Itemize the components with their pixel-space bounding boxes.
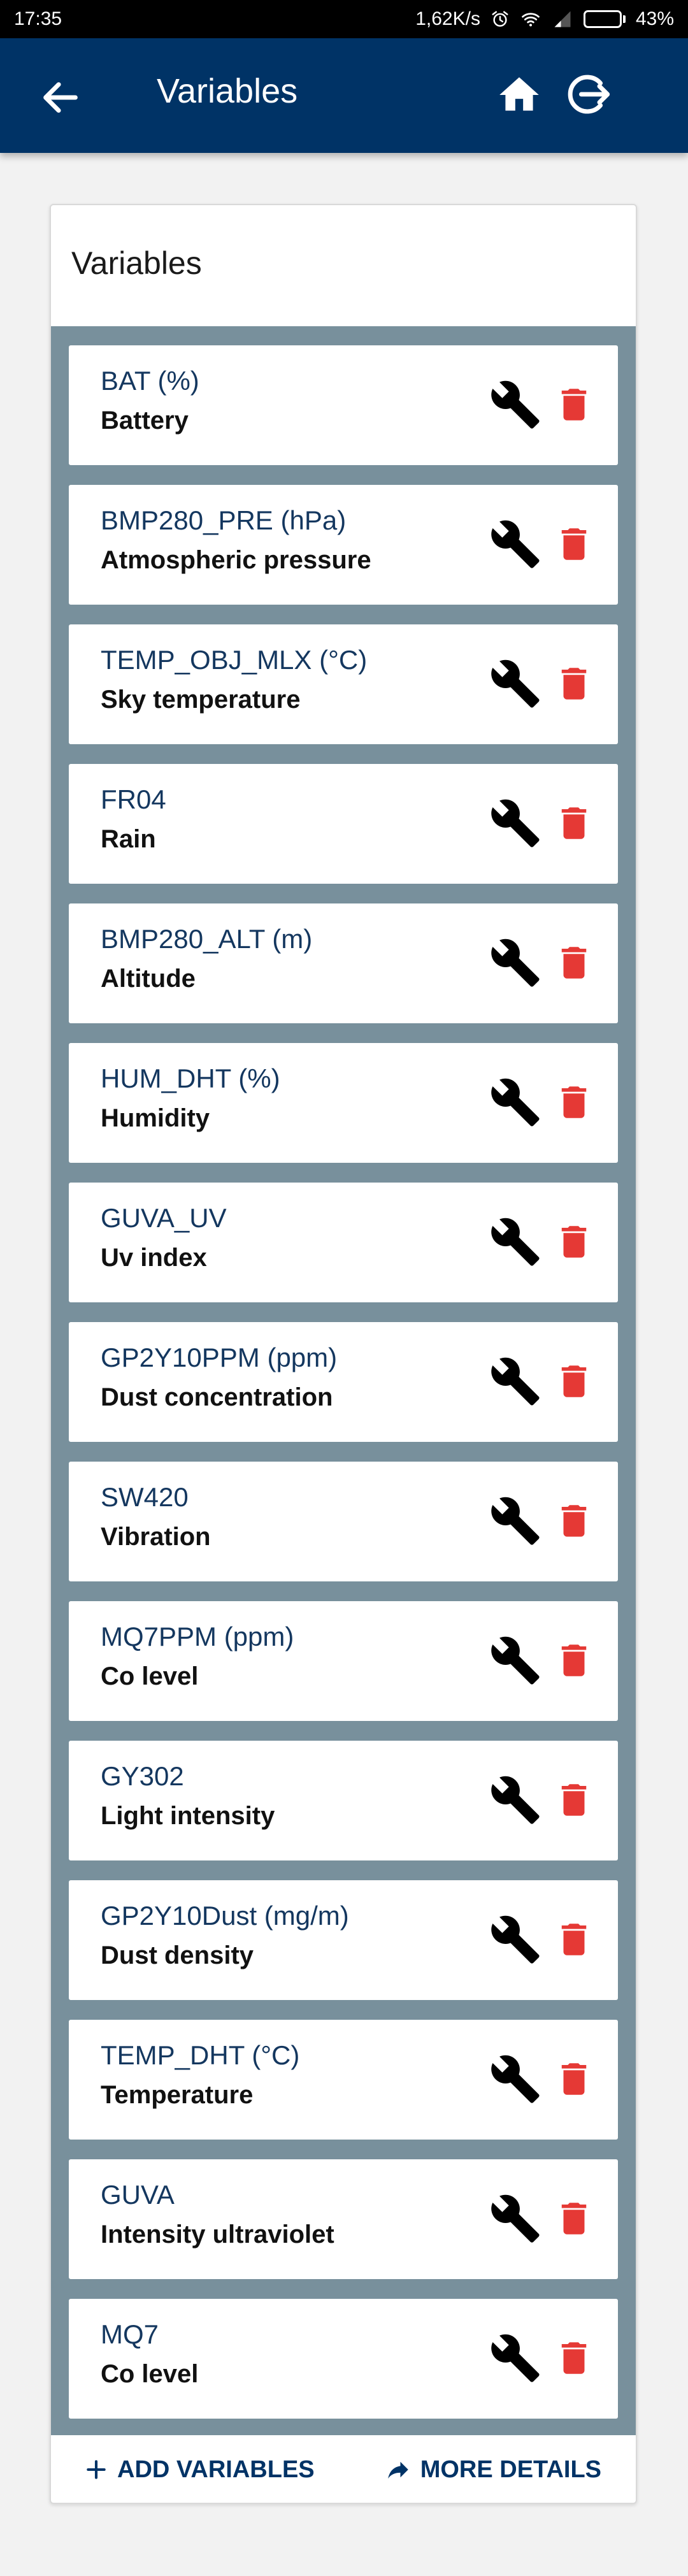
trash-icon[interactable] [553, 1774, 595, 1826]
trash-icon[interactable] [553, 378, 595, 431]
status-icons: 1,62K/s 43% [415, 8, 674, 30]
variable-description: Rain [101, 825, 156, 853]
variable-name: GP2Y10Dust (mg/m) [101, 1901, 349, 1931]
trash-icon[interactable] [553, 2192, 595, 2245]
wrench-icon[interactable] [489, 1076, 541, 1128]
list-item: MQ7 Co level [69, 2299, 618, 2419]
variable-description: Atmospheric pressure [101, 546, 371, 574]
card-title: Variables [71, 245, 202, 281]
list-item: BMP280_ALT (m) Altitude [69, 903, 618, 1023]
variable-description: Co level [101, 2360, 199, 2388]
trash-icon[interactable] [553, 1634, 595, 1687]
variable-description: Uv index [101, 1244, 207, 1272]
variable-name: GY302 [101, 1761, 184, 1791]
variable-description: Light intensity [101, 1802, 275, 1830]
variable-description: Temperature [101, 2081, 254, 2109]
arrow-left-icon[interactable] [38, 75, 83, 120]
variable-name: GUVA_UV [101, 1203, 227, 1233]
variable-list: BAT (%) Battery BMP280_PRE (hPa) Atmospheri… [51, 326, 636, 2435]
variable-name: GP2Y10PPM (ppm) [101, 1342, 338, 1372]
battery-icon [583, 10, 626, 28]
variable-description: Dust concentration [101, 1383, 333, 1411]
variable-name: BAT (%) [101, 366, 199, 396]
list-item: FR04 Rain [69, 764, 618, 884]
wrench-icon[interactable] [489, 2332, 541, 2384]
battery-percent: 43% [635, 8, 674, 29]
more-details-button[interactable]: MORE DETAILS [385, 2456, 601, 2484]
plus-icon [87, 2460, 106, 2479]
list-item: HUM_DHT (%) Humidity [69, 1043, 618, 1163]
variables-card: Variables BAT (%) Battery BMP280_PRE (hPa)… [50, 204, 637, 2504]
trash-icon[interactable] [553, 1216, 595, 1268]
home-icon[interactable] [496, 71, 543, 119]
list-item: BMP280_PRE (hPa) Atmospheric pressure [69, 485, 618, 605]
list-item: GP2Y10PPM (ppm) Dust concentration [69, 1322, 618, 1442]
card-footer: ADD VARIABLES MORE DETAILS [51, 2435, 636, 2504]
wrench-icon[interactable] [489, 1913, 541, 1966]
list-item: GUVA_UV Uv index [69, 1183, 618, 1302]
share-arrow-icon [387, 2461, 408, 2479]
variable-description: Battery [101, 407, 189, 435]
logout-icon[interactable] [563, 70, 612, 119]
page-title: Variables [157, 72, 298, 110]
variable-name: SW420 [101, 1482, 189, 1512]
variable-description: Vibration [101, 1523, 211, 1551]
wrench-icon[interactable] [489, 1774, 541, 1826]
wrench-icon[interactable] [489, 1634, 541, 1687]
signal-icon [554, 11, 571, 27]
list-item: GY302 Light intensity [69, 1741, 618, 1860]
add-variables-label: ADD VARIABLES [117, 2456, 315, 2483]
trash-icon[interactable] [553, 1355, 595, 1407]
variable-name: MQ7PPM (ppm) [101, 1622, 294, 1651]
more-details-label: MORE DETAILS [420, 2456, 601, 2483]
variable-description: Humidity [101, 1104, 210, 1132]
wrench-icon[interactable] [489, 1216, 541, 1268]
trash-icon[interactable] [553, 2332, 595, 2384]
variable-name: HUM_DHT (%) [101, 1063, 280, 1093]
list-item: TEMP_OBJ_MLX (°C) Sky temperature [69, 624, 618, 744]
status-bar: 17:35 1,62K/s 43% [0, 0, 688, 38]
variable-name: GUVA [101, 2180, 175, 2210]
status-time: 17:35 [14, 8, 62, 29]
list-item: GP2Y10Dust (mg/m) Dust density [69, 1880, 618, 2000]
variable-name: BMP280_ALT (m) [101, 924, 313, 954]
wrench-icon[interactable] [489, 937, 541, 989]
wrench-icon[interactable] [489, 658, 541, 710]
variable-name: TEMP_OBJ_MLX (°C) [101, 645, 368, 675]
wrench-icon[interactable] [489, 518, 541, 570]
wifi-icon [522, 13, 540, 27]
list-item: BAT (%) Battery [69, 345, 618, 465]
wrench-icon[interactable] [489, 1495, 541, 1547]
list-item: TEMP_DHT (°C) Temperature [69, 2020, 618, 2140]
trash-icon[interactable] [553, 1913, 595, 1966]
add-variables-button[interactable]: ADD VARIABLES [84, 2456, 315, 2484]
list-item: SW420 Vibration [69, 1462, 618, 1581]
wrench-icon[interactable] [489, 797, 541, 849]
trash-icon[interactable] [553, 1495, 595, 1547]
wrench-icon[interactable] [489, 2053, 541, 2105]
variable-name: FR04 [101, 784, 166, 814]
trash-icon[interactable] [553, 937, 595, 989]
trash-icon[interactable] [553, 2053, 595, 2105]
network-speed: 1,62K/s [415, 8, 480, 29]
variable-name: TEMP_DHT (°C) [101, 2040, 300, 2070]
wrench-icon[interactable] [489, 378, 541, 431]
alarm-icon [492, 11, 508, 27]
variable-description: Dust density [101, 1941, 254, 1969]
list-item: GUVA Intensity ultraviolet [69, 2159, 618, 2279]
variable-description: Sky temperature [101, 686, 301, 714]
list-item: MQ7PPM (ppm) Co level [69, 1601, 618, 1721]
variable-name: BMP280_PRE (hPa) [101, 505, 347, 535]
trash-icon[interactable] [553, 518, 595, 570]
wrench-icon[interactable] [489, 1355, 541, 1407]
variable-description: Altitude [101, 965, 196, 993]
variable-description: Intensity ultraviolet [101, 2220, 334, 2249]
variable-description: Co level [101, 1662, 199, 1690]
trash-icon[interactable] [553, 658, 595, 710]
wrench-icon[interactable] [489, 2192, 541, 2245]
trash-icon[interactable] [553, 1076, 595, 1128]
trash-icon[interactable] [553, 797, 595, 849]
app-bar: Variables [0, 38, 688, 153]
variable-name: MQ7 [101, 2319, 159, 2349]
